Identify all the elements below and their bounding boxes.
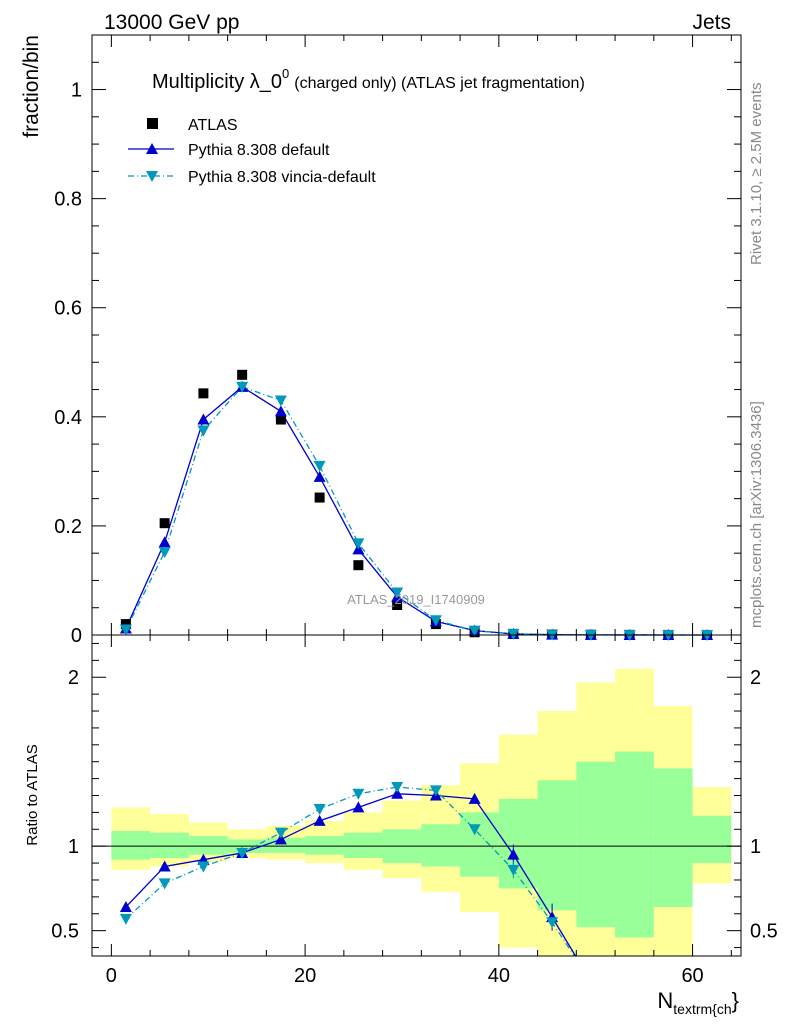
ratio-band-green xyxy=(460,812,499,877)
y-tick-label-bottom-right: 0.5 xyxy=(750,921,778,943)
vincia-point xyxy=(313,460,326,472)
y-axis-label-top: fraction/bin xyxy=(20,35,43,138)
header-energy-label: 13000 GeV pp xyxy=(104,11,239,34)
ratio-vincia-point xyxy=(429,785,442,797)
ratio-band-green xyxy=(111,830,151,860)
atlas-point xyxy=(198,388,209,399)
ratio-default-point xyxy=(468,792,481,804)
ratio-default-point xyxy=(158,860,171,872)
ratio-vincia-point xyxy=(391,782,404,794)
y-tick-label-bottom-right: 2 xyxy=(750,667,761,689)
y-tick-label-bottom-right: 1 xyxy=(750,836,761,858)
x-tick-label: 40 xyxy=(488,965,510,987)
y-tick-label-bottom: 1 xyxy=(68,836,79,858)
y-tick-label-top: 0 xyxy=(71,625,82,647)
ratio-band-green xyxy=(576,761,616,928)
ratio-default-point xyxy=(391,787,404,799)
default-point xyxy=(274,405,287,417)
atlas-point xyxy=(353,560,364,571)
vincia-point xyxy=(274,395,287,407)
x-tick-label: 20 xyxy=(294,965,316,987)
y-tick-label-bottom: 2 xyxy=(68,667,79,689)
ratio-band-green xyxy=(498,798,538,889)
ratio-vincia-point xyxy=(546,917,559,929)
ratio-vincia-point xyxy=(274,827,287,839)
vincia-point xyxy=(391,587,404,599)
legend-atlas-marker xyxy=(147,118,158,129)
atlas-point xyxy=(159,518,170,529)
ratio-band-green xyxy=(653,768,693,908)
ratio-band-green xyxy=(266,837,306,853)
ratio-default-point xyxy=(507,848,520,860)
ratio-series-group xyxy=(119,782,577,956)
y-tick-label-top: 0.2 xyxy=(54,516,82,538)
legend-default-label: Pythia 8.308 default xyxy=(188,142,330,159)
mcplots-label: mcplots.cern.ch [arXiv:1306.3436] xyxy=(748,401,765,628)
ratio-band-green xyxy=(150,832,189,859)
ratio-band-green xyxy=(615,751,654,938)
atlas-point xyxy=(237,369,248,380)
ratio-vincia-point xyxy=(352,788,365,800)
x-axis-label: Ntextrm{ch} xyxy=(657,988,739,1017)
ratio-vincia-point xyxy=(313,804,326,816)
ratio-default-point xyxy=(119,901,132,913)
default-point xyxy=(313,470,326,482)
legend-default-marker xyxy=(146,143,158,154)
ratio-band-green xyxy=(421,824,461,867)
ratio-vincia-point xyxy=(158,878,171,890)
ratio-default-line xyxy=(125,793,577,956)
y-tick-label-top: 0.8 xyxy=(54,189,82,211)
atlas-point xyxy=(392,600,403,610)
y-tick-label-top: 1 xyxy=(71,80,82,102)
atlas-point xyxy=(314,492,325,503)
ratio-band-green xyxy=(188,836,228,855)
vincia-point xyxy=(158,547,171,559)
ratio-vincia-point xyxy=(468,824,481,836)
vincia-point xyxy=(197,425,210,437)
ratio-vincia-point xyxy=(119,913,132,925)
ratio-default-point xyxy=(352,801,365,813)
legend-vincia-marker xyxy=(146,171,158,182)
vincia-point xyxy=(468,625,481,637)
ratio-default-point xyxy=(313,814,326,826)
legend-vincia-label: Pythia 8.308 vincia-default xyxy=(188,169,376,186)
vincia-point xyxy=(119,624,132,636)
ratio-band-green xyxy=(305,836,344,855)
default-point xyxy=(197,413,210,425)
ratio-default-point xyxy=(274,833,287,845)
vincia-point xyxy=(352,538,365,550)
ratio-vincia-point xyxy=(197,861,210,873)
x-tick-label: 0 xyxy=(106,965,117,987)
ratio-vincia-point xyxy=(236,847,249,859)
vincia-point xyxy=(429,615,442,627)
ratio-band-green xyxy=(692,815,732,864)
vincia-point xyxy=(507,628,520,640)
rivet-version-label: Rivet 3.1.10, ≥ 2.5M events xyxy=(748,83,765,266)
x-tick-label: 60 xyxy=(681,965,703,987)
vincia-point xyxy=(236,381,249,393)
legend-atlas-label: ATLAS xyxy=(188,117,238,134)
y-tick-label-top: 0.4 xyxy=(54,407,82,429)
vincia-line xyxy=(125,386,708,636)
default-point xyxy=(158,536,171,548)
y-axis-label-bottom: Ratio to ATLAS xyxy=(24,744,41,845)
analysis-watermark: ATLAS_2019_I1740909 xyxy=(347,592,485,607)
atlas-point xyxy=(275,414,286,425)
ratio-vincia-point xyxy=(507,864,520,876)
ratio-vincia-line xyxy=(125,786,576,956)
chart-title: Multiplicity λ_00(charged only) (ATLAS j… xyxy=(152,66,585,93)
y-tick-label-bottom: 0.5 xyxy=(51,921,79,943)
ratio-band-green xyxy=(537,780,577,911)
header-jets-label: Jets xyxy=(692,11,731,34)
ratio-band-green xyxy=(343,832,383,859)
legend: ATLAS Pythia 8.308 default Pythia 8.308 … xyxy=(128,117,376,186)
y-tick-label-top: 0.6 xyxy=(54,298,82,320)
